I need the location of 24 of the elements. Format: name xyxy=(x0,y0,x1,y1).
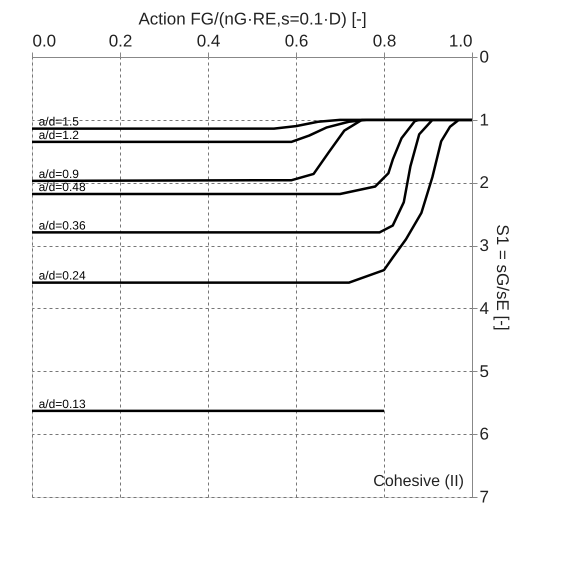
series-label: a/d=1.5 xyxy=(38,114,80,129)
x-tick-label: 1.0 xyxy=(448,32,472,50)
annotation: Cohesive (II) xyxy=(373,473,464,490)
y-tick-label: 1 xyxy=(480,110,489,130)
series-label: a/d=0.48 xyxy=(38,180,86,194)
x-tick-label: 0.8 xyxy=(372,32,396,50)
x-tick-label: 0.6 xyxy=(284,32,308,50)
y-tick-label: 3 xyxy=(480,236,489,256)
y-tick-label: 5 xyxy=(480,362,489,381)
series-label: a/d=1.2 xyxy=(38,128,80,142)
series-label: a/d=0.13 xyxy=(38,396,86,411)
y-axis-title: S1 = sG/sE [-] xyxy=(492,224,512,331)
x-tick-label: 0.4 xyxy=(196,32,220,50)
y-tick-label: 4 xyxy=(480,298,489,318)
y-tick-label: 2 xyxy=(480,173,489,192)
series-label: a/d=0.36 xyxy=(38,218,86,232)
series-label: a/d=0.24 xyxy=(38,268,86,283)
x-tick-label: 0.0 xyxy=(32,32,56,50)
y-tick-label: 7 xyxy=(480,488,489,506)
x-axis-title: Action FG/(nG·RE,s=0.1·D) [-] xyxy=(138,10,367,28)
x-tick-label: 0.2 xyxy=(108,32,132,50)
y-tick-label: 6 xyxy=(480,424,489,444)
series-label: a/d=0.9 xyxy=(38,166,80,181)
y-tick-label: 0 xyxy=(480,48,489,66)
